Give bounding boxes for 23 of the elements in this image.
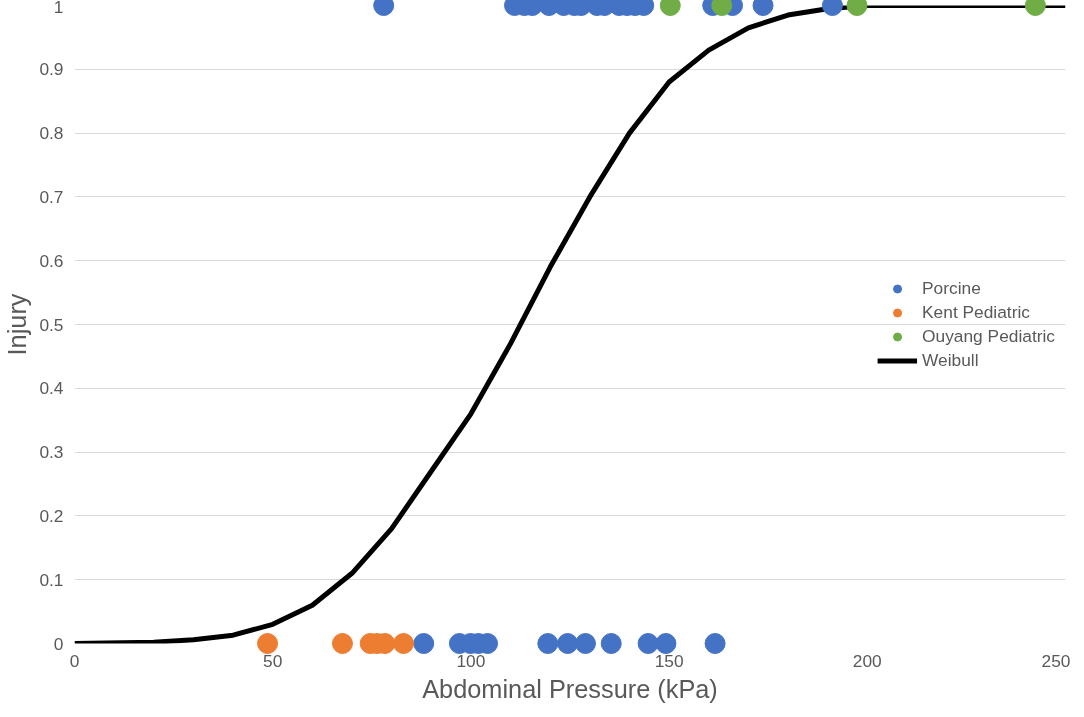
x-tick-label: 150 (654, 650, 684, 671)
x-tick-label: 50 (263, 650, 283, 671)
legend-label: Weibull (922, 349, 979, 371)
x-tick-label: 100 (456, 650, 486, 671)
y-tick-label: 0 (53, 633, 64, 654)
y-tick-label: 0.4 (39, 378, 64, 399)
legend-label: Ouyang Pediatric (922, 325, 1055, 347)
y-tick-label: 0.5 (39, 314, 64, 335)
x-axis-title: Abdominal Pressure (kPa) (422, 674, 718, 703)
x-tick-label: 250 (1041, 650, 1071, 671)
y-tick-label: 0.9 (39, 59, 64, 80)
y-tick-label: 0.1 (39, 569, 64, 590)
y-tick-label: 0.8 (39, 123, 64, 144)
x-tick-label: 200 (852, 650, 882, 671)
x-tick-label: 0 (69, 650, 80, 671)
y-tick-label: 0.7 (39, 186, 64, 207)
legend-label: Kent Pediatric (922, 301, 1030, 323)
legend-label: Porcine (922, 277, 981, 299)
y-tick-label: 0.6 (39, 250, 64, 271)
y-tick-label: 0.2 (39, 505, 64, 526)
y-tick-label: 1 (53, 0, 64, 17)
y-axis-title: Injury (3, 293, 32, 356)
y-tick-label: 0.3 (39, 442, 64, 463)
